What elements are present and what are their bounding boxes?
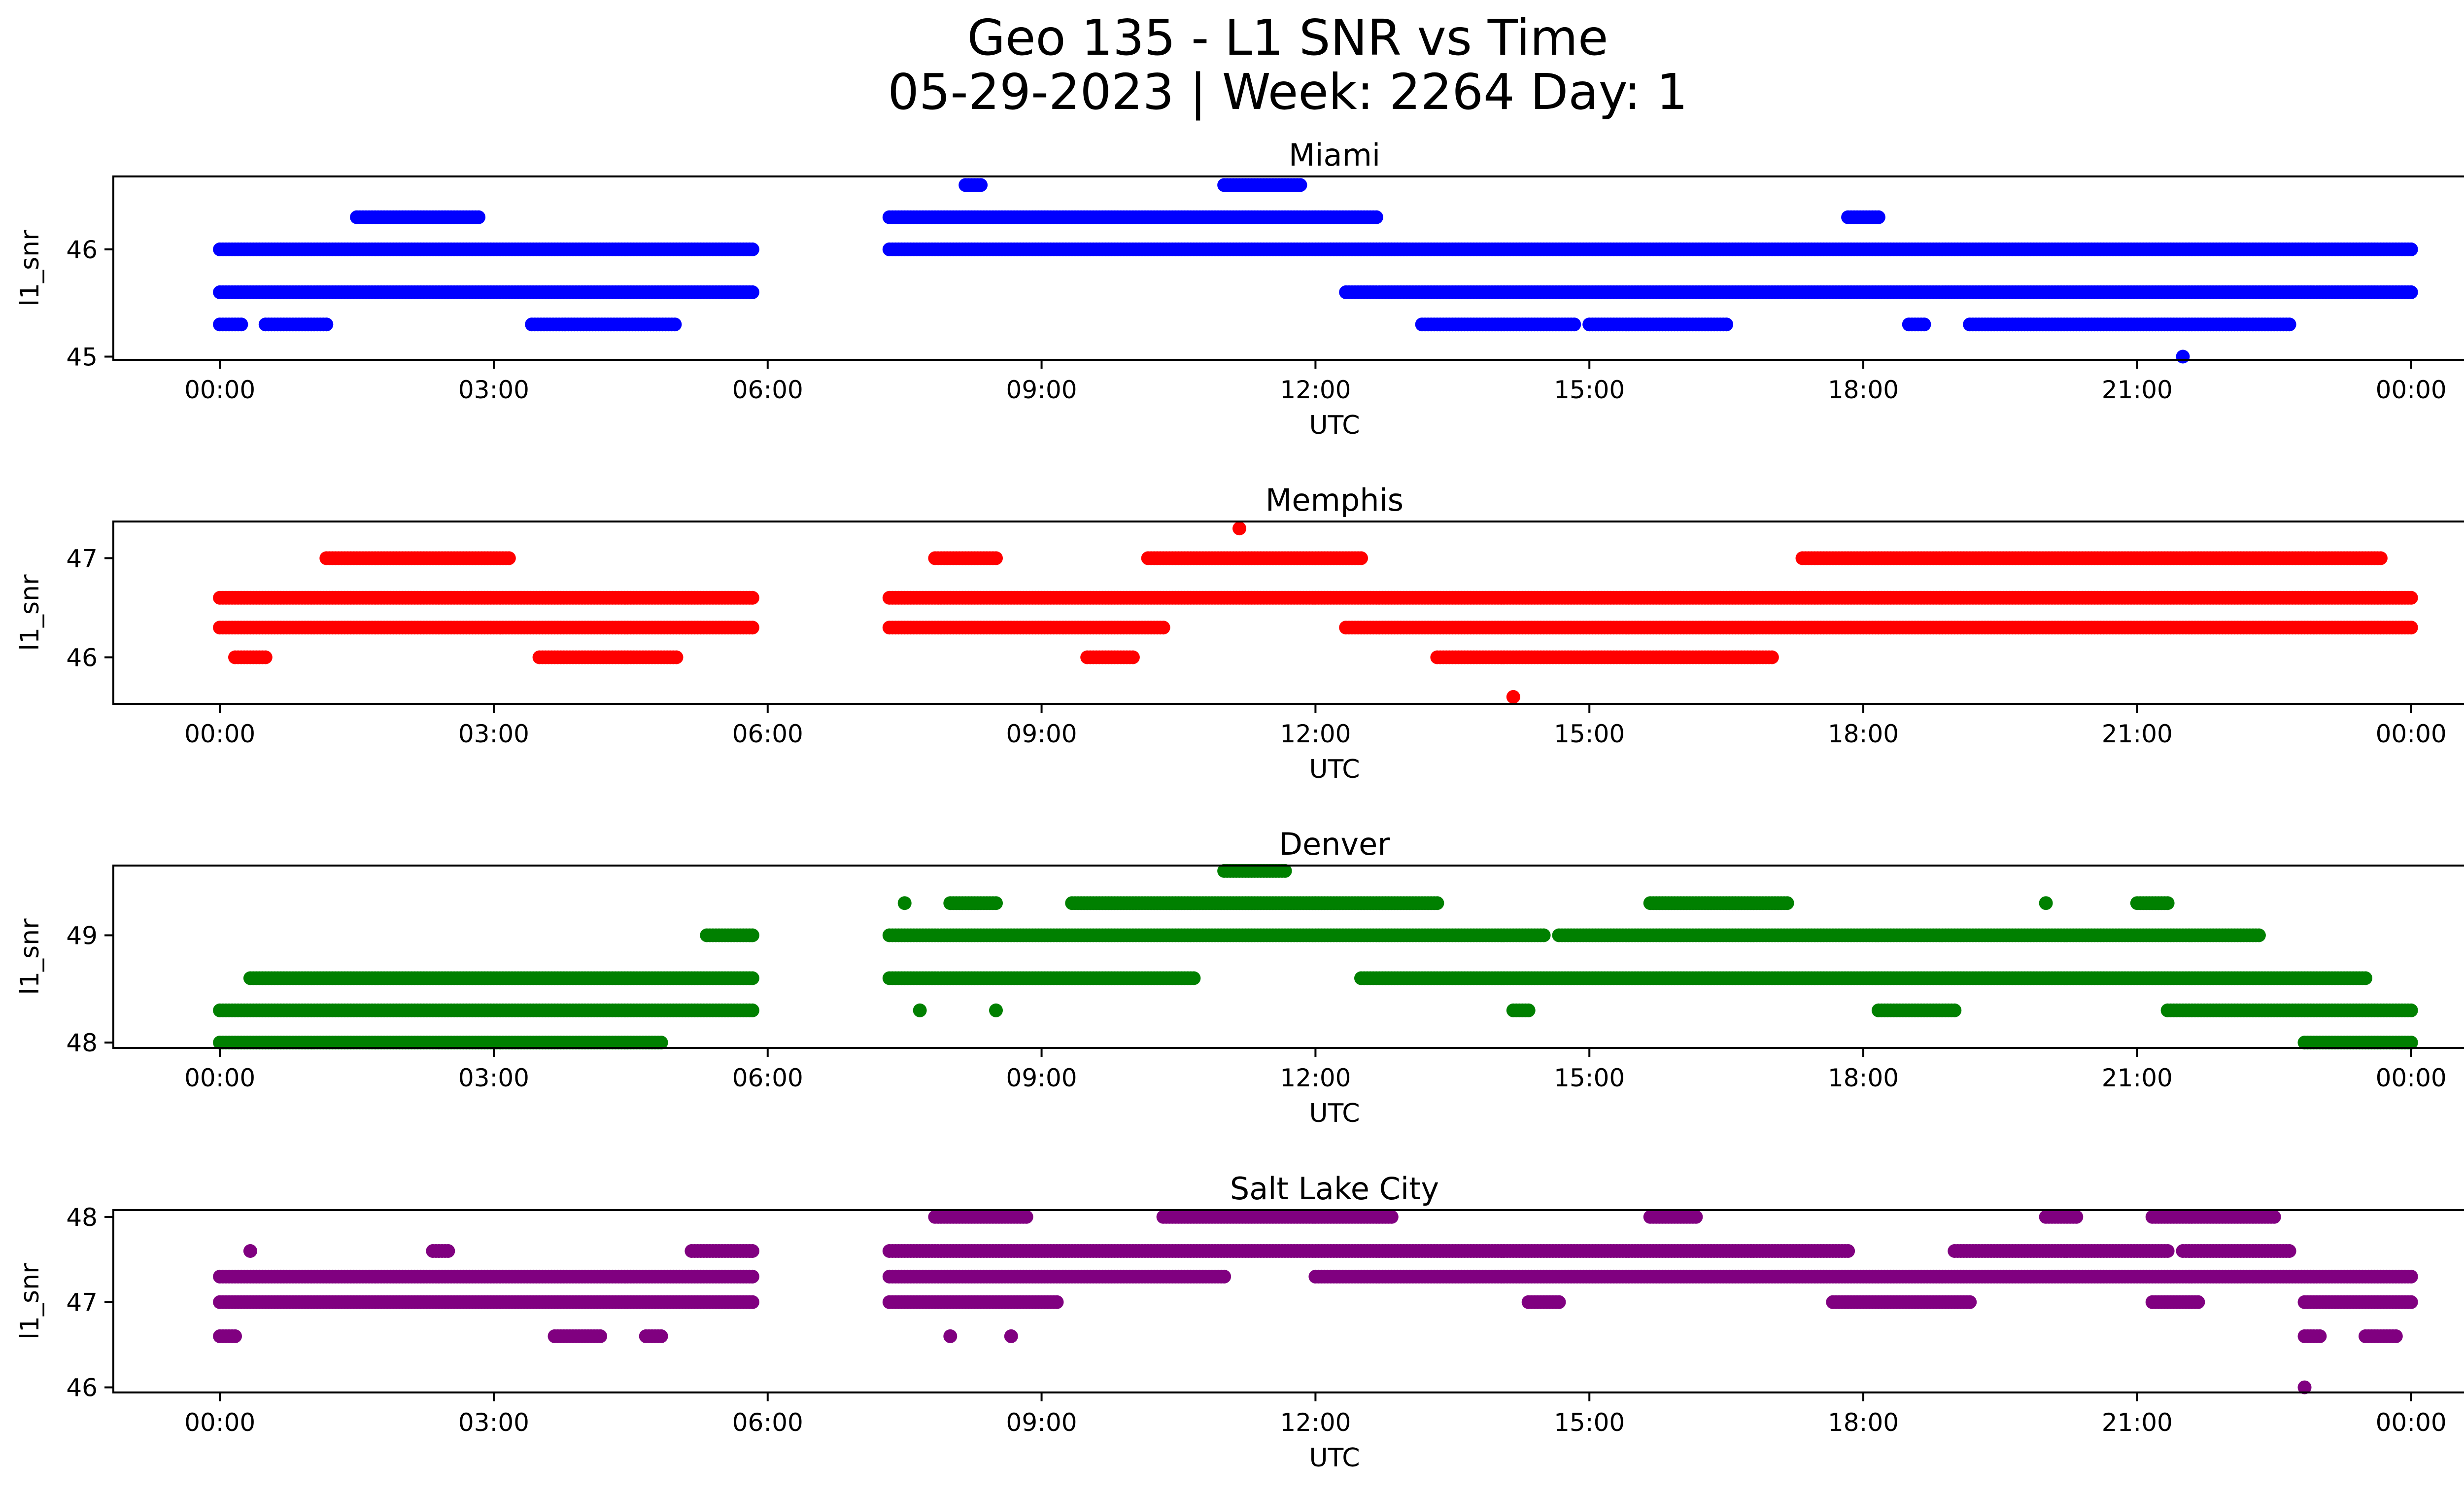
subplot-title: Memphis [1266, 482, 1403, 518]
x-tick-label: 12:00 [1280, 720, 1351, 748]
data-point [1293, 178, 1307, 192]
data-point [913, 1003, 927, 1017]
x-tick-label: 06:00 [732, 720, 803, 748]
x-tick-label: 15:00 [1554, 376, 1625, 404]
data-point [1187, 971, 1201, 985]
x-tick-label: 12:00 [1280, 376, 1351, 404]
y-tick-label: 46 [66, 236, 98, 264]
data-point [258, 650, 273, 664]
data-point [1521, 1003, 1536, 1017]
data-point [2404, 621, 2418, 635]
data-point [745, 242, 759, 256]
subplot-title: Denver [1279, 826, 1390, 862]
x-axis-label: UTC [1309, 411, 1360, 440]
data-point [2373, 551, 2388, 565]
data-point [1871, 210, 1885, 224]
data-point [745, 621, 759, 635]
y-axis-label: l1_snr [15, 574, 45, 651]
data-point [2359, 971, 2372, 985]
data-point [745, 971, 759, 985]
data-point [1506, 690, 1520, 704]
data-point [1719, 317, 1734, 332]
data-point [2404, 285, 2418, 299]
subplot-title: Miami [1289, 137, 1380, 173]
x-tick-label: 09:00 [1006, 720, 1077, 748]
data-point [472, 210, 486, 224]
x-tick-label: 00:00 [184, 376, 255, 404]
x-tick-label: 18:00 [1828, 376, 1899, 404]
x-tick-label: 18:00 [1828, 720, 1899, 748]
data-point [745, 285, 759, 299]
data-point [502, 551, 516, 565]
y-tick-label: 46 [66, 643, 98, 672]
axes-frame [112, 521, 2464, 705]
data-point [2282, 317, 2296, 332]
data-point [319, 317, 334, 332]
data-point [1537, 928, 1551, 942]
axes-frame [112, 175, 2464, 361]
data-point [2404, 1003, 2418, 1017]
data-point [1156, 621, 1170, 635]
x-tick-label: 15:00 [1554, 720, 1625, 748]
data-point [1232, 522, 1246, 536]
data-point [2404, 242, 2418, 256]
data-point [234, 317, 248, 332]
x-tick-label: 00:00 [2376, 376, 2447, 404]
data-point [1765, 650, 1779, 664]
scatter-points [213, 178, 2418, 364]
data-point [1126, 650, 1140, 664]
x-tick-label: 21:00 [2102, 376, 2173, 404]
scatter-points [213, 864, 2418, 1050]
data-point [1917, 317, 1931, 332]
data-point [1354, 551, 1368, 565]
data-point [668, 317, 682, 332]
data-point [989, 1003, 1003, 1017]
x-tick-label: 21:00 [2102, 720, 2173, 748]
data-point [2176, 349, 2190, 364]
data-point [974, 178, 988, 192]
x-axis-label: UTC [1309, 755, 1360, 784]
data-point [745, 591, 759, 605]
data-point [1567, 317, 1581, 332]
data-point [669, 650, 684, 664]
x-tick-label: 09:00 [1006, 376, 1077, 404]
x-tick-label: 06:00 [732, 376, 803, 404]
data-point [745, 928, 759, 942]
y-axis-label: l1_snr [15, 230, 45, 307]
data-point [2404, 591, 2418, 605]
x-tick-label: 00:00 [184, 720, 255, 748]
figure-subtitle: 05-29-2023 | Week: 2264 Day: 1 [888, 63, 1688, 121]
data-point [1369, 210, 1383, 224]
y-tick-label: 45 [66, 343, 98, 371]
scatter-points [213, 522, 2418, 704]
data-point [1948, 1003, 1962, 1017]
y-tick-label: 47 [66, 544, 98, 573]
figure-title: Geo 135 - L1 SNR vs Time [967, 9, 1608, 67]
x-tick-label: 03:00 [458, 376, 529, 404]
data-point [989, 551, 1003, 565]
data-point [745, 1003, 759, 1017]
x-tick-label: 03:00 [458, 720, 529, 748]
x-tick-label: 00:00 [2376, 720, 2447, 748]
